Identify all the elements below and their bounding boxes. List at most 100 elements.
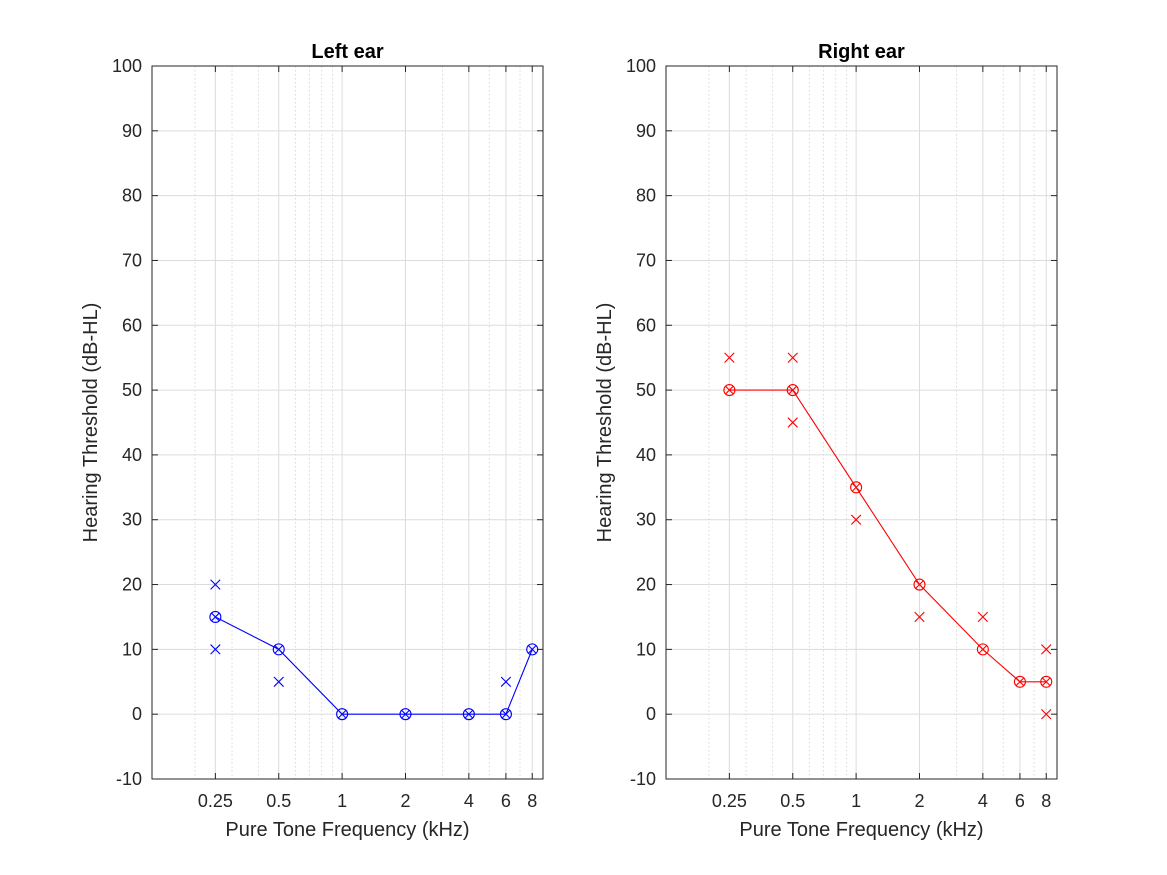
x-tick-label: 0.25 <box>198 791 233 811</box>
data-point-circle-x <box>1013 675 1026 688</box>
marker-x-stroke <box>851 483 861 492</box>
y-tick-label: 90 <box>122 121 142 141</box>
data-point-x <box>1041 708 1052 720</box>
y-tick-label: 100 <box>112 56 142 76</box>
data-point-circle-x <box>272 643 285 656</box>
y-tick-label: 80 <box>122 186 142 206</box>
x-axis-label: Pure Tone Frequency (kHz) <box>225 819 469 841</box>
x-tick-label: 6 <box>501 791 511 811</box>
marker-x-stroke <box>850 514 862 525</box>
y-axis-label: Hearing Threshold (dB-HL) <box>594 303 616 543</box>
marker-x-stroke <box>1041 677 1051 687</box>
y-tick-label: 50 <box>636 380 656 400</box>
marker-x-stroke <box>210 579 221 590</box>
marker-circle <box>499 708 512 721</box>
marker-x-stroke <box>501 709 511 719</box>
data-point-x <box>273 676 284 687</box>
data-point-x <box>914 611 925 623</box>
y-tick-label: 30 <box>636 510 656 530</box>
y-tick-label: -10 <box>630 769 656 789</box>
marker-circle <box>786 384 799 397</box>
marker-x-stroke <box>211 612 220 622</box>
chart-panel-1: 0.25 0.5 1 2 4 6 8 -10 0 10 20 30 40 50 60 70 80 90 100 Rig… <box>594 41 1058 841</box>
y-tick-label: 70 <box>636 250 656 270</box>
marker-x-stroke <box>401 709 410 719</box>
x-axis-label: Pure Tone Frequency (kHz) <box>739 819 983 841</box>
data-point-circle-x <box>976 643 989 656</box>
marker-x-stroke <box>914 611 925 623</box>
marker-x-stroke <box>337 709 347 719</box>
marker-circle <box>399 708 412 721</box>
data-point-circle-x <box>499 708 512 721</box>
chart-title: Left ear <box>311 41 383 63</box>
x-tick-label: 1 <box>337 791 347 811</box>
data-point-circle-x <box>209 610 222 624</box>
x-tick-label: 8 <box>1041 791 1051 811</box>
marker-circle <box>1013 675 1026 688</box>
data-point-circle-x <box>462 708 475 721</box>
data-point-x <box>787 417 798 428</box>
y-tick-label: -10 <box>116 769 142 789</box>
data-point-circle-x <box>1040 675 1053 688</box>
data-point-x <box>787 352 798 363</box>
data-point-x <box>1041 644 1052 655</box>
marker-circle <box>336 708 349 721</box>
marker-x-stroke <box>978 645 988 654</box>
x-tick-label: 8 <box>527 791 537 811</box>
marker-circle <box>526 643 539 656</box>
y-axis-label: Hearing Threshold (dB-HL) <box>80 303 102 543</box>
data-point-circle-x <box>913 578 926 591</box>
data-point-x <box>210 579 221 590</box>
x-tick-label: 0.5 <box>780 791 805 811</box>
y-tick-label: 80 <box>636 186 656 206</box>
y-tick-label: 40 <box>636 445 656 465</box>
marker-x-stroke <box>464 709 474 719</box>
marker-x-stroke <box>977 611 989 623</box>
data-point-x <box>977 611 989 623</box>
marker-x-stroke <box>273 676 284 687</box>
marker-x-stroke <box>787 417 798 428</box>
x-tick-label: 0.25 <box>712 791 747 811</box>
marker-x-stroke <box>210 644 221 655</box>
x-tick-label: 2 <box>914 791 924 811</box>
data-point-circle-x <box>399 708 412 721</box>
chart-panel-0: 0.25 0.5 1 2 4 6 8 -10 0 10 20 30 40 50 60 70 80 90 100 Lef… <box>80 41 544 841</box>
data-point-x <box>210 644 221 655</box>
y-tick-label: 10 <box>636 639 656 659</box>
x-tick-label: 0.5 <box>266 791 291 811</box>
plot-area <box>152 66 543 779</box>
marker-x-stroke <box>1041 708 1052 720</box>
y-tick-label: 60 <box>122 315 142 335</box>
marker-circle <box>850 481 863 494</box>
axes-frame <box>665 65 1058 780</box>
y-tick-label: 30 <box>122 510 142 530</box>
y-tick-label: 20 <box>636 575 656 595</box>
x-tick-label: 1 <box>851 791 861 811</box>
x-tick-label: 4 <box>464 791 474 811</box>
y-tick-label: 100 <box>626 56 656 76</box>
marker-x-stroke <box>915 580 924 589</box>
x-tick-label: 2 <box>400 791 410 811</box>
marker-circle <box>913 578 926 591</box>
y-tick-label: 60 <box>636 315 656 335</box>
marker-circle <box>462 708 475 721</box>
marker-x-stroke <box>500 676 512 687</box>
axes-frame <box>151 65 544 780</box>
data-point-circle-x <box>723 384 736 397</box>
x-tick-label: 6 <box>1015 791 1025 811</box>
data-point-x <box>850 514 862 525</box>
marker-x-stroke <box>274 645 284 654</box>
marker-x-stroke <box>788 385 798 395</box>
marker-circle <box>723 384 736 397</box>
marker-circle <box>976 643 989 656</box>
y-tick-label: 40 <box>122 445 142 465</box>
marker-x-stroke <box>725 385 734 395</box>
marker-circle <box>209 610 222 624</box>
data-point-circle-x <box>850 481 863 494</box>
marker-x-stroke <box>527 645 537 654</box>
data-point-circle-x <box>336 708 349 721</box>
marker-x-stroke <box>724 352 735 363</box>
data-point-circle-x <box>526 643 539 656</box>
y-tick-label: 50 <box>122 380 142 400</box>
